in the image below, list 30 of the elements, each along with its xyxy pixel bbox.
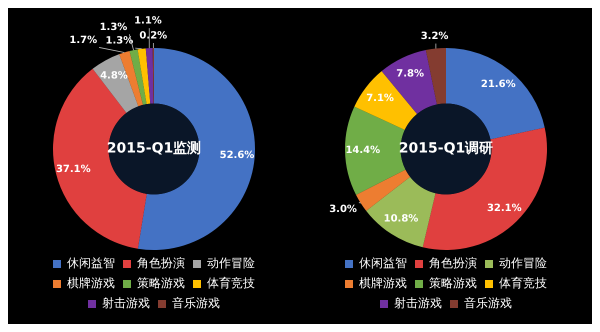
data-label: 32.1% bbox=[486, 202, 522, 214]
legend-label: 动作冒险 bbox=[499, 256, 547, 270]
data-label: 1.1% bbox=[134, 16, 162, 27]
legend-label: 体育竞技 bbox=[499, 276, 547, 290]
data-label: 37.1% bbox=[56, 164, 91, 175]
legend-label: 音乐游戏 bbox=[464, 296, 512, 310]
legend-label: 休闲益智 bbox=[359, 256, 407, 270]
legend-label: 棋牌游戏 bbox=[67, 276, 115, 290]
legend-label: 棋牌游戏 bbox=[359, 276, 407, 290]
legend-label: 休闲益智 bbox=[67, 256, 115, 270]
data-label: 52.6% bbox=[220, 150, 254, 162]
data-label: 4.8% bbox=[100, 70, 128, 82]
data-label: 7.8% bbox=[396, 68, 424, 80]
data-label: 3.0% bbox=[329, 204, 357, 216]
legend-label: 角色扮演 bbox=[429, 256, 477, 270]
data-label: 14.4% bbox=[345, 145, 380, 156]
legend-label: 射击游戏 bbox=[394, 296, 442, 310]
legend-label: 策略游戏 bbox=[137, 276, 185, 290]
legend-label: 策略游戏 bbox=[429, 276, 477, 290]
data-label: 1.7% bbox=[69, 35, 98, 46]
data-label: 7.1% bbox=[366, 92, 394, 104]
legend-label: 体育竞技 bbox=[207, 276, 255, 290]
data-label: 1.3% bbox=[100, 22, 128, 33]
legend-label: 音乐游戏 bbox=[172, 296, 220, 310]
legend-label: 射击游戏 bbox=[102, 296, 150, 310]
data-label: 3.2% bbox=[420, 31, 448, 42]
legend-label: 动作冒险 bbox=[207, 256, 255, 270]
legend-label: 角色扮演 bbox=[137, 256, 185, 270]
data-label: 10.8% bbox=[384, 214, 418, 225]
data-label: 21.6% bbox=[480, 78, 516, 90]
